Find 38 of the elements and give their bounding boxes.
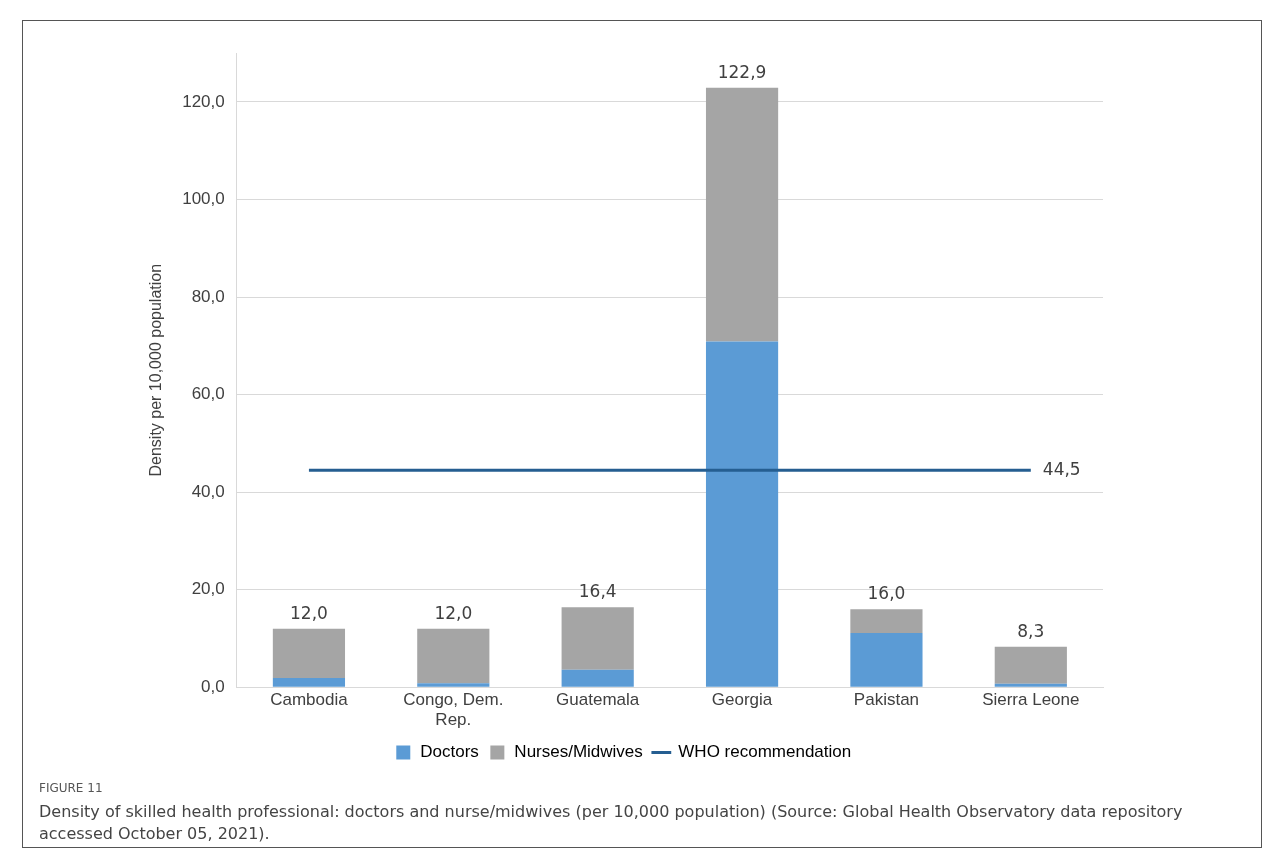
x-tick-label: Cambodia <box>270 690 349 710</box>
bar <box>994 646 1067 684</box>
total-label: 122,9 <box>717 61 767 82</box>
x-tick-label: Sierra Leone <box>982 690 1080 710</box>
y-tick-label: 60,0 <box>191 384 225 404</box>
bar <box>561 607 634 670</box>
total-label: 16,0 <box>867 583 906 604</box>
y-tick-label: 0,0 <box>201 676 225 696</box>
y-tick-label: 100,0 <box>182 189 225 209</box>
bar <box>561 669 634 687</box>
bar <box>272 677 346 687</box>
x-tick-label: Pakistan <box>853 690 920 710</box>
x-tick-label: Congo, Dem. Rep. <box>403 690 504 730</box>
bar <box>417 628 490 684</box>
caption: FIGURE 11 <box>39 781 104 795</box>
x-tick-label: Guatemala <box>556 690 640 710</box>
bar <box>272 628 346 678</box>
total-label: 12,0 <box>434 602 473 623</box>
data-label: 44,5 <box>1042 458 1081 479</box>
total-label: 12,0 <box>290 602 328 623</box>
y-axis-title: Density per 10,000 population <box>147 263 165 477</box>
total-label: 8,3 <box>1017 620 1045 641</box>
legend-label: Doctors <box>420 742 479 762</box>
total-label: 16,4 <box>578 581 617 602</box>
y-tick-label: 80,0 <box>191 286 225 306</box>
x-tick-label: Georgia <box>711 690 773 710</box>
y-tick-label: 20,0 <box>191 579 225 599</box>
bar <box>994 683 1067 687</box>
bar <box>705 341 779 687</box>
bar <box>705 87 779 342</box>
legend-label: WHO recommendation <box>678 742 852 762</box>
legend-label: Nurses/Midwives <box>514 742 643 762</box>
y-tick-label: 120,0 <box>182 91 225 111</box>
bar <box>850 609 923 634</box>
y-tick-label: 40,0 <box>191 481 225 501</box>
text: Density of skilled health professional: doctors and nurse/midwives (per 10,000 population) (Source: Global Health Observatory data repository accessed October 05, 2021). <box>39 801 1184 845</box>
bar <box>850 633 923 687</box>
bar <box>417 683 490 687</box>
